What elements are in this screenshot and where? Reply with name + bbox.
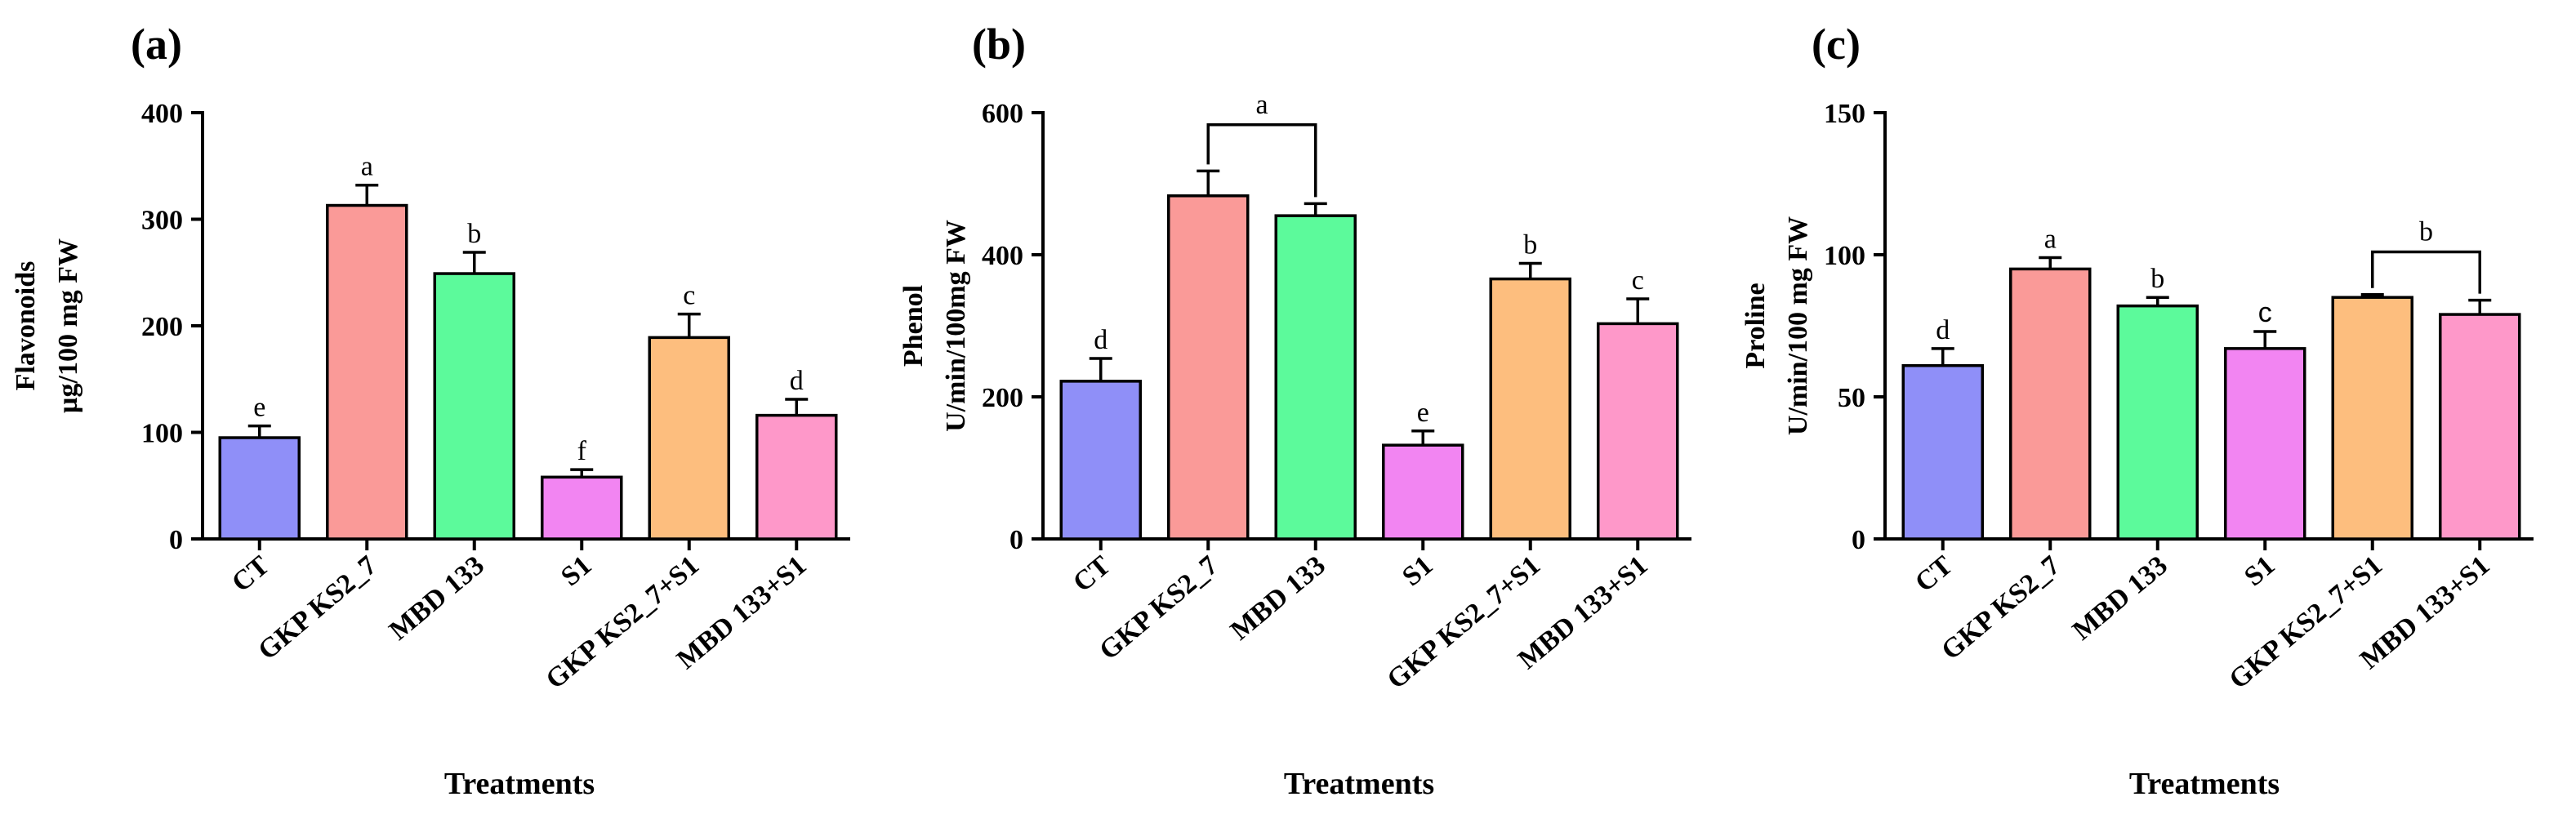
y-tick-label: 150	[1824, 99, 1865, 129]
bar-mbd-133	[2116, 304, 2199, 541]
significance-letter: b	[2150, 264, 2164, 294]
significance-letter: d	[1094, 325, 1108, 355]
y-axis-title-line2: U/min/100 mg FW	[1783, 216, 1813, 435]
x-tick-label: GKP KS2_7	[252, 550, 382, 666]
x-tick-label: S1	[2239, 550, 2280, 592]
bar-ct	[1059, 380, 1142, 541]
y-tick-label: 400	[141, 99, 183, 129]
y-tick-label: 100	[141, 419, 183, 449]
x-axis-title: Treatments	[2129, 767, 2280, 801]
x-tick-label: S1	[1397, 550, 1438, 592]
x-axis-title: Treatments	[444, 767, 595, 801]
y-tick-label: 400	[982, 241, 1023, 271]
x-tick-label: GKP KS2_7	[1094, 550, 1223, 666]
y-tick-label: 0	[1852, 525, 1865, 555]
y-tick-label: 600	[982, 99, 1023, 129]
x-tick-label: CT	[226, 550, 275, 599]
significance-letter: c	[1632, 265, 1644, 296]
significance-letter: e	[253, 393, 265, 423]
bar-mbd-133-s1	[1597, 322, 1679, 541]
panel-label: (b)	[972, 20, 1026, 69]
significance-letter: e	[1417, 398, 1429, 428]
significance-letter: f	[577, 436, 587, 466]
bar-mbd-133	[433, 272, 515, 541]
y-tick-label: 0	[169, 525, 183, 555]
panel-b: (b) Phenol U/min/100mg FW 0 200 400 600 CT d GKP …	[898, 20, 1691, 801]
significance-letter: b	[1523, 229, 1537, 260]
bar-gkp-ks2-7	[1167, 194, 1250, 541]
bar-ct	[1901, 363, 1984, 541]
significance-letter: d	[1936, 315, 1950, 345]
significance-bracket	[1206, 123, 1317, 198]
significance-letter: c	[2258, 297, 2272, 328]
bar-gkp-ks2-7	[326, 203, 408, 541]
significance-bracket	[2371, 250, 2481, 294]
x-tick-label: MBD 133	[2067, 550, 2173, 647]
significance-letter: b	[467, 219, 481, 249]
x-tick-label: MBD 133	[384, 550, 490, 647]
bar-s1	[1382, 443, 1464, 541]
y-axis-title-line2: µg/100 mg FW	[53, 238, 83, 413]
y-tick-label: 200	[982, 383, 1023, 413]
bar-gkp-ks2-7-s1	[648, 336, 730, 541]
x-tick-label: MBD 133	[1225, 550, 1331, 647]
panel-a: (a) Flavonoids µg/100 mg FW 0 100 200 300 400 CT…	[11, 20, 850, 801]
y-tick-label: 300	[141, 206, 183, 236]
y-axis-title-line1: Phenol	[898, 285, 929, 367]
y-axis-title-line1: Proline	[1740, 283, 1771, 368]
x-tick-label: GKP KS2_7	[1936, 550, 2066, 666]
significance-letter: a	[2044, 224, 2057, 254]
panel-c: (c) Proline U/min/100 mg FW 0 50 100 150 CT d GKP…	[1740, 20, 2534, 801]
x-tick-label: CT	[1067, 550, 1116, 599]
bar-gkp-ks2-7	[2009, 267, 2092, 541]
bar-gkp-ks2-7-s1	[2331, 296, 2413, 541]
y-tick-label: 200	[141, 312, 183, 342]
bar-s1	[541, 475, 623, 541]
x-axis-title: Treatments	[1284, 767, 1434, 801]
significance-bracket-label: b	[2419, 217, 2433, 247]
bar-gkp-ks2-7-s1	[1489, 277, 1571, 541]
y-tick-label: 0	[1009, 525, 1023, 555]
y-tick-label: 50	[1838, 383, 1865, 413]
y-axis-title-line2: U/min/100mg FW	[941, 220, 971, 432]
significance-letter: d	[790, 366, 804, 396]
bar-mbd-133	[1274, 214, 1357, 541]
y-tick-label: 100	[1824, 241, 1865, 271]
significance-letter: a	[361, 152, 373, 182]
bar-s1	[2224, 347, 2306, 541]
panel-label: (a)	[131, 20, 182, 69]
x-tick-label: S1	[555, 550, 597, 592]
bar-mbd-133-s1	[2439, 313, 2521, 541]
bar-mbd-133-s1	[755, 413, 838, 541]
significance-letter: c	[683, 281, 695, 311]
panel-label: (c)	[1812, 20, 1861, 69]
y-axis-title-line1: Flavonoids	[11, 261, 41, 391]
significance-bracket-label: a	[1255, 90, 1268, 120]
x-tick-label: CT	[1910, 550, 1959, 599]
bar-ct	[218, 436, 301, 541]
